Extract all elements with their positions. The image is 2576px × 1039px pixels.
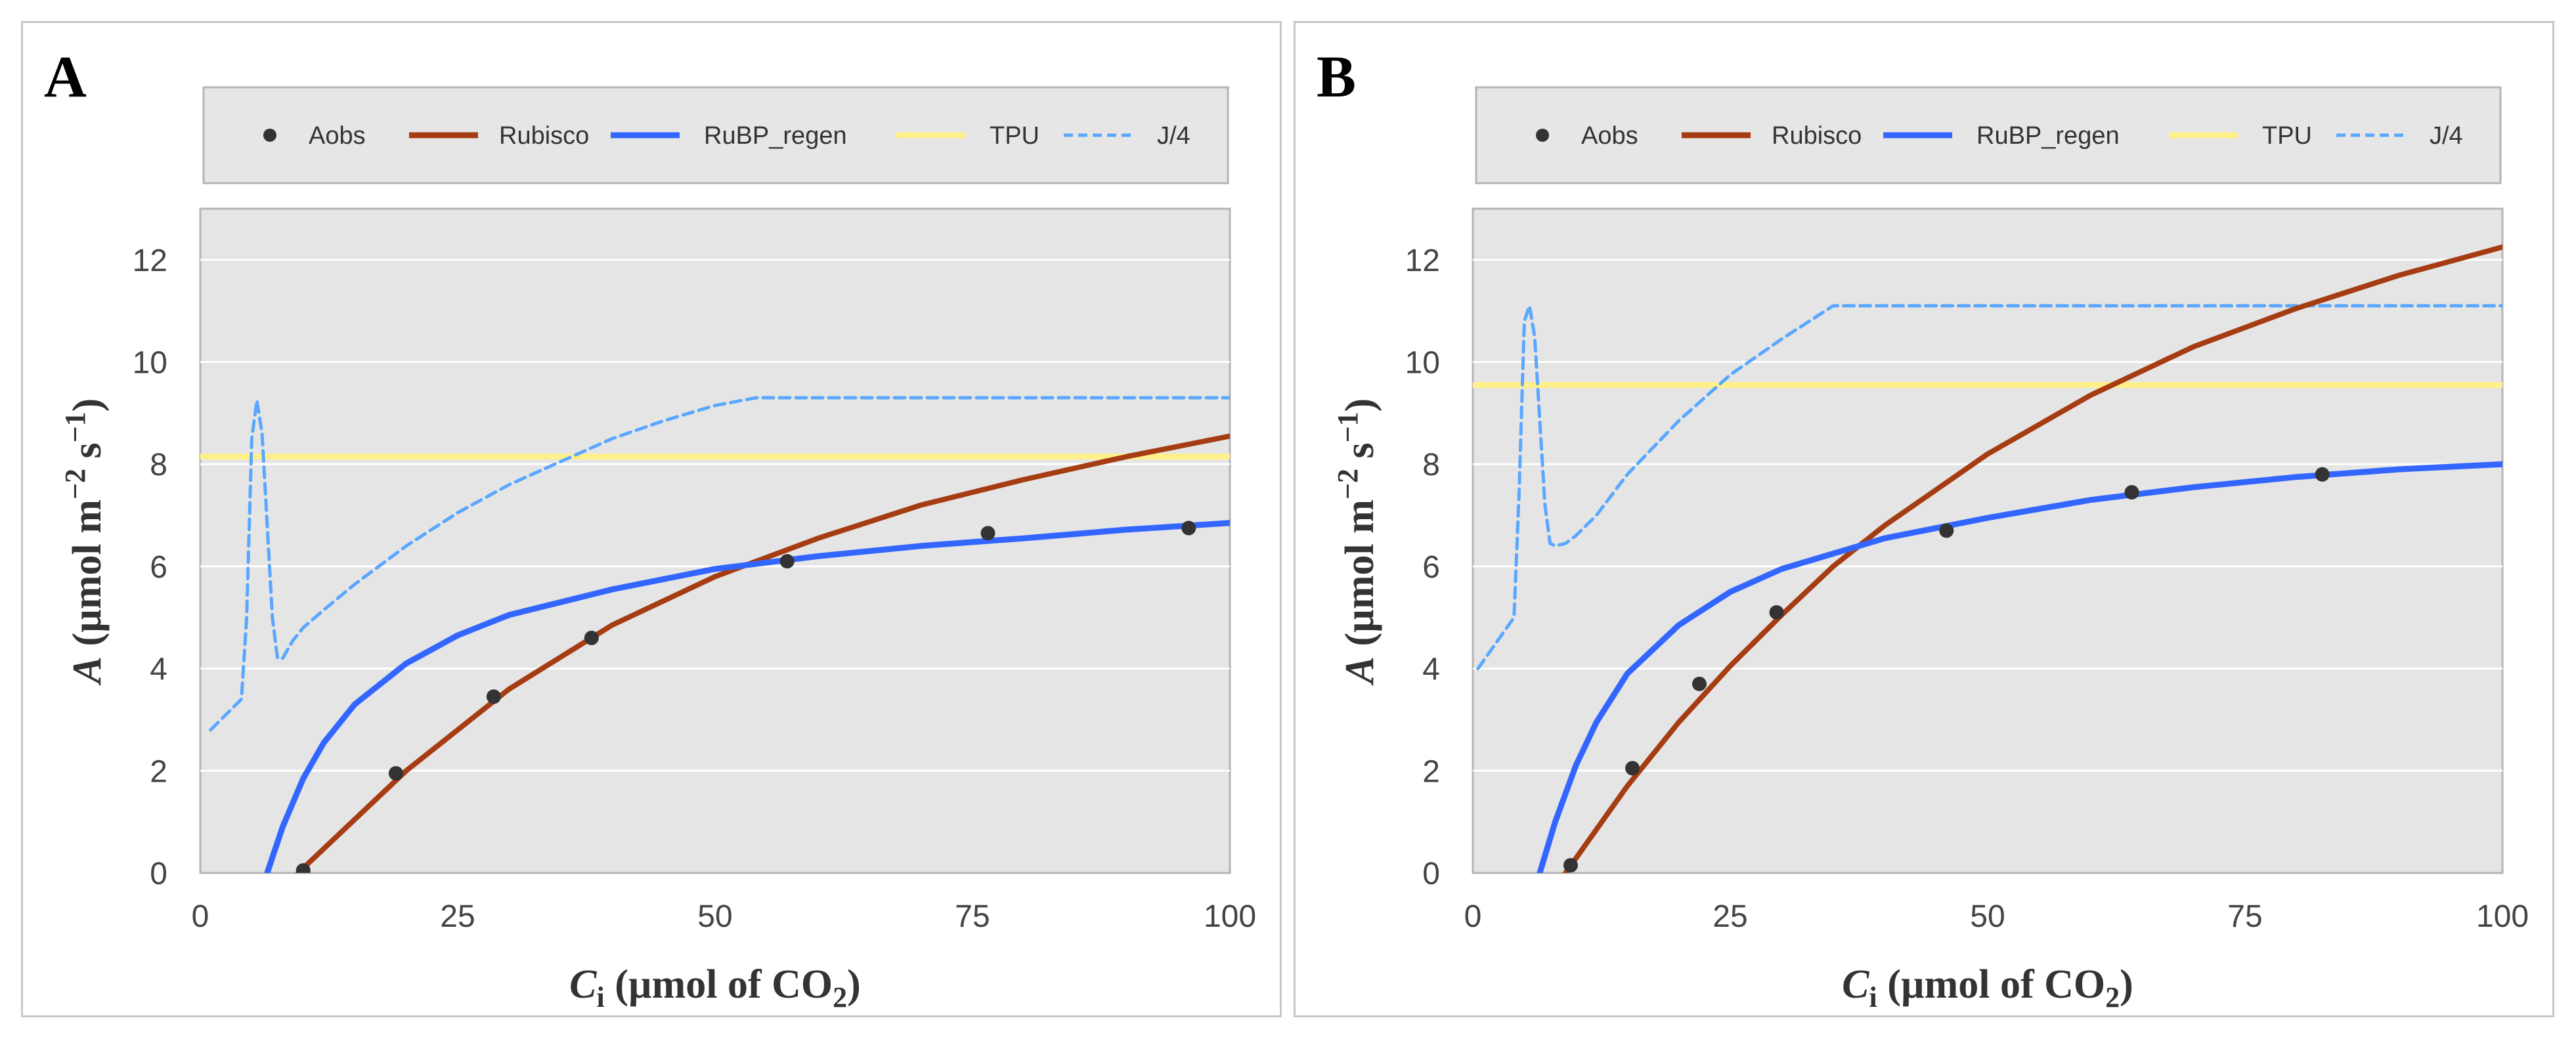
series-line-rubisco [1563, 244, 2502, 873]
legend-item-rubp-regen: RuBP_regen [611, 122, 847, 150]
legend-item-rubisco: Rubisco [409, 122, 589, 150]
legend-item-aobs: Aobs [1536, 122, 1638, 150]
y-tick-label: 0 [1422, 857, 1440, 891]
y-tick-label: 4 [1422, 652, 1440, 687]
series-line-j-4 [1476, 304, 2502, 671]
panel-letter: B [1317, 45, 1357, 110]
x-tick-label: 50 [697, 899, 732, 934]
chart-panel-a: Aobs Rubisco RuBP_regen TPU J/4 0 2 4 6 8 10 12 0 25 5… [59, 86, 1256, 1013]
x-tick-label: 75 [2227, 899, 2262, 934]
aobs-point [1939, 523, 1954, 538]
legend-label: Rubisco [1772, 122, 1862, 150]
x-tick-label: 50 [1970, 899, 2005, 934]
legend-label: J/4 [1157, 122, 1190, 150]
x-axis-title: Ci (µmol of CO2) [1842, 962, 2133, 1013]
panel-b: B Aobs Rubisco RuBP_regen TPU J/4 0 2 4 6 8 10 12 0 2… [1294, 21, 2554, 1017]
legend-label: Aobs [309, 122, 366, 150]
y-tick-label: 10 [133, 346, 167, 381]
plot-area [199, 207, 1231, 874]
y-tick-label: 8 [150, 448, 167, 482]
legend-label: Aobs [1581, 122, 1638, 150]
aobs-point [1625, 761, 1640, 776]
legend-item-tpu: TPU [896, 122, 1039, 150]
legend-item-rubisco: Rubisco [1682, 122, 1862, 150]
y-tick-label: 6 [1422, 550, 1440, 585]
aobs-point [1769, 604, 1784, 620]
legend-item-aobs: Aobs [263, 122, 366, 150]
legend-item-tpu: TPU [2169, 122, 2312, 150]
legend-label: TPU [990, 122, 1039, 150]
legend-label: Rubisco [499, 122, 589, 150]
y-tick-label: 4 [150, 652, 167, 687]
x-tick-label: 25 [440, 899, 475, 934]
legend-label: J/4 [2430, 122, 2463, 150]
y-tick-label: 12 [133, 244, 167, 278]
y-axis-title: A (µmol m−2 s−1) [1332, 398, 1382, 687]
y-tick-label: 2 [150, 754, 167, 789]
plot-area [1472, 207, 2504, 874]
aobs-point [1563, 858, 1578, 873]
series-line-rubp-regen [1537, 461, 2502, 873]
y-tick-label: 12 [1405, 244, 1440, 278]
x-tick-label: 100 [1204, 899, 1256, 934]
aobs-point [1181, 520, 1196, 536]
x-tick-label: 75 [955, 899, 990, 934]
y-tick-label: 2 [1422, 754, 1440, 789]
aobs-point [779, 554, 795, 569]
chart-panel-b: Aobs Rubisco RuBP_regen TPU J/4 0 2 4 6 8 10 12 0 25 5… [1332, 86, 2529, 1013]
x-tick-label: 100 [2476, 899, 2529, 934]
aobs-point [388, 766, 403, 781]
x-tick-label: 0 [192, 899, 209, 934]
aobs-point [584, 630, 599, 645]
aobs-point [295, 863, 311, 873]
aobs-point [980, 526, 995, 541]
x-axis-title: Ci (µmol of CO2) [569, 962, 861, 1013]
series-line-j-4 [209, 396, 1230, 732]
legend-item-j-4: J/4 [2336, 122, 2463, 150]
y-tick-label: 0 [150, 857, 167, 891]
x-tick-label: 25 [1713, 899, 1747, 934]
legend-label: RuBP_regen [1976, 122, 2120, 150]
panel-letter: A [44, 45, 87, 110]
y-tick-label: 10 [1405, 346, 1440, 381]
legend-box [1475, 86, 2502, 184]
series-line-rubisco [295, 433, 1230, 873]
y-axis-title: A (µmol m−2 s−1) [59, 398, 110, 687]
legend-item-rubp-regen: RuBP_regen [1883, 122, 2120, 150]
y-tick-label: 6 [150, 550, 167, 585]
panel-a: A Aobs Rubisco RuBP_regen TPU J/4 0 2 4 6 8 10 12 0 2… [21, 21, 1282, 1017]
y-tick-label: 8 [1422, 448, 1440, 482]
legend-marker [263, 129, 276, 142]
aobs-point [1692, 676, 1707, 691]
legend-label: TPU [2262, 122, 2312, 150]
aobs-point [486, 689, 501, 704]
legend-marker [1536, 129, 1549, 142]
legend-box [202, 86, 1229, 184]
aobs-point [2124, 485, 2139, 500]
legend-label: RuBP_regen [704, 122, 847, 150]
legend-item-j-4: J/4 [1064, 122, 1190, 150]
series-line-rubp-regen [264, 520, 1230, 873]
x-tick-label: 0 [1464, 899, 1482, 934]
aobs-point [2315, 467, 2330, 482]
